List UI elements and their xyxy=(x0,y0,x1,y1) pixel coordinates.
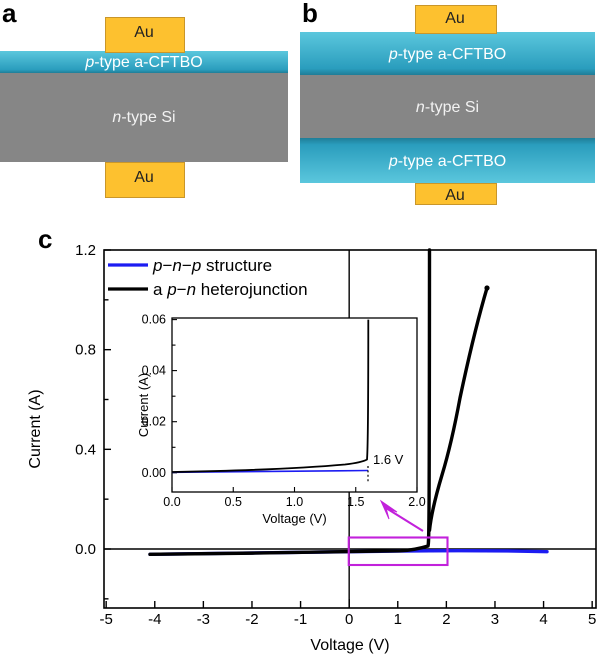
svg-text:1.5: 1.5 xyxy=(347,495,364,509)
svg-text:Voltage (V): Voltage (V) xyxy=(262,511,326,526)
svg-text:2: 2 xyxy=(442,611,450,628)
svg-text:1.2: 1.2 xyxy=(75,242,96,259)
svg-text:0.5: 0.5 xyxy=(225,495,242,509)
svg-text:1.0: 1.0 xyxy=(286,495,303,509)
svg-text:0.0: 0.0 xyxy=(163,495,180,509)
svg-text:3: 3 xyxy=(491,611,499,628)
svg-text:1: 1 xyxy=(394,611,402,628)
svg-text:0.8: 0.8 xyxy=(75,342,96,359)
svg-text:2.0: 2.0 xyxy=(408,495,425,509)
svg-text:0.4: 0.4 xyxy=(75,441,96,458)
svg-text:Voltage (V): Voltage (V) xyxy=(310,637,389,654)
svg-text:-2: -2 xyxy=(245,611,258,628)
svg-text:4: 4 xyxy=(539,611,547,628)
svg-text:1.6 V: 1.6 V xyxy=(373,452,404,467)
svg-text:0.06: 0.06 xyxy=(142,313,166,327)
svg-text:-3: -3 xyxy=(197,611,210,628)
svg-text:Current (A): Current (A) xyxy=(136,373,151,437)
svg-text:-4: -4 xyxy=(148,611,161,628)
svg-text:-1: -1 xyxy=(294,611,307,628)
svg-text:a p−n heterojunction: a p−n heterojunction xyxy=(153,280,308,299)
svg-text:p−n−p structure: p−n−p structure xyxy=(152,256,272,275)
svg-text:0.00: 0.00 xyxy=(142,466,166,480)
svg-text:0.0: 0.0 xyxy=(75,541,96,558)
svg-text:5: 5 xyxy=(588,611,596,628)
svg-text:-5: -5 xyxy=(99,611,112,628)
svg-text:Current (A): Current (A) xyxy=(27,389,44,468)
svg-text:0: 0 xyxy=(345,611,353,628)
